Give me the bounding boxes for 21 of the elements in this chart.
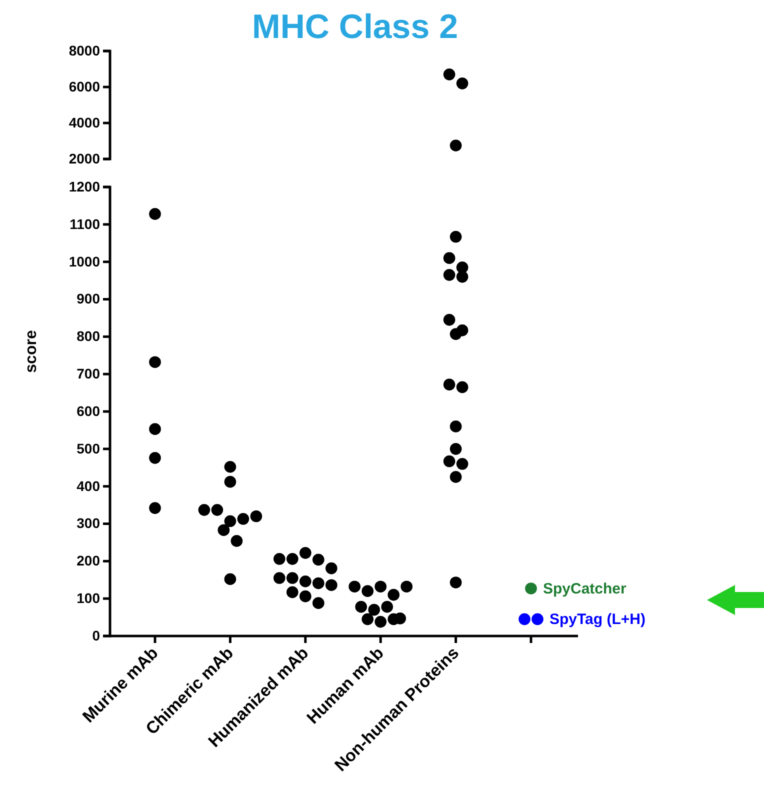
y-tick-label: 8000 bbox=[68, 42, 100, 58]
y-tick-label: 0 bbox=[92, 627, 100, 644]
y-tick-label: 1000 bbox=[68, 253, 100, 270]
y-tick-label: 4000 bbox=[68, 114, 100, 130]
y-tick-label: 300 bbox=[76, 515, 100, 532]
y-tick-label: 500 bbox=[76, 440, 100, 456]
chart-title: MHC Class 2 bbox=[252, 8, 458, 46]
y-tick-label: 2000 bbox=[68, 150, 100, 166]
y-axis-title: score bbox=[23, 330, 40, 373]
y-tick-label: 700 bbox=[76, 366, 100, 382]
y-tick-label: 1100 bbox=[70, 216, 100, 232]
y-tick-label: 400 bbox=[76, 478, 100, 494]
y-tick-label: 900 bbox=[76, 290, 100, 307]
y-tick-label: 200 bbox=[76, 552, 100, 569]
y-tick-label: 600 bbox=[76, 402, 100, 419]
y-tick-label: 800 bbox=[76, 328, 100, 344]
y-tick-label: 1200 bbox=[68, 178, 100, 194]
series-label: SpyTag (L+H) bbox=[550, 611, 646, 628]
y-tick-label: 100 bbox=[76, 590, 100, 606]
y-tick-label: 6000 bbox=[68, 78, 100, 94]
series-label: SpyCatcher bbox=[543, 580, 627, 598]
